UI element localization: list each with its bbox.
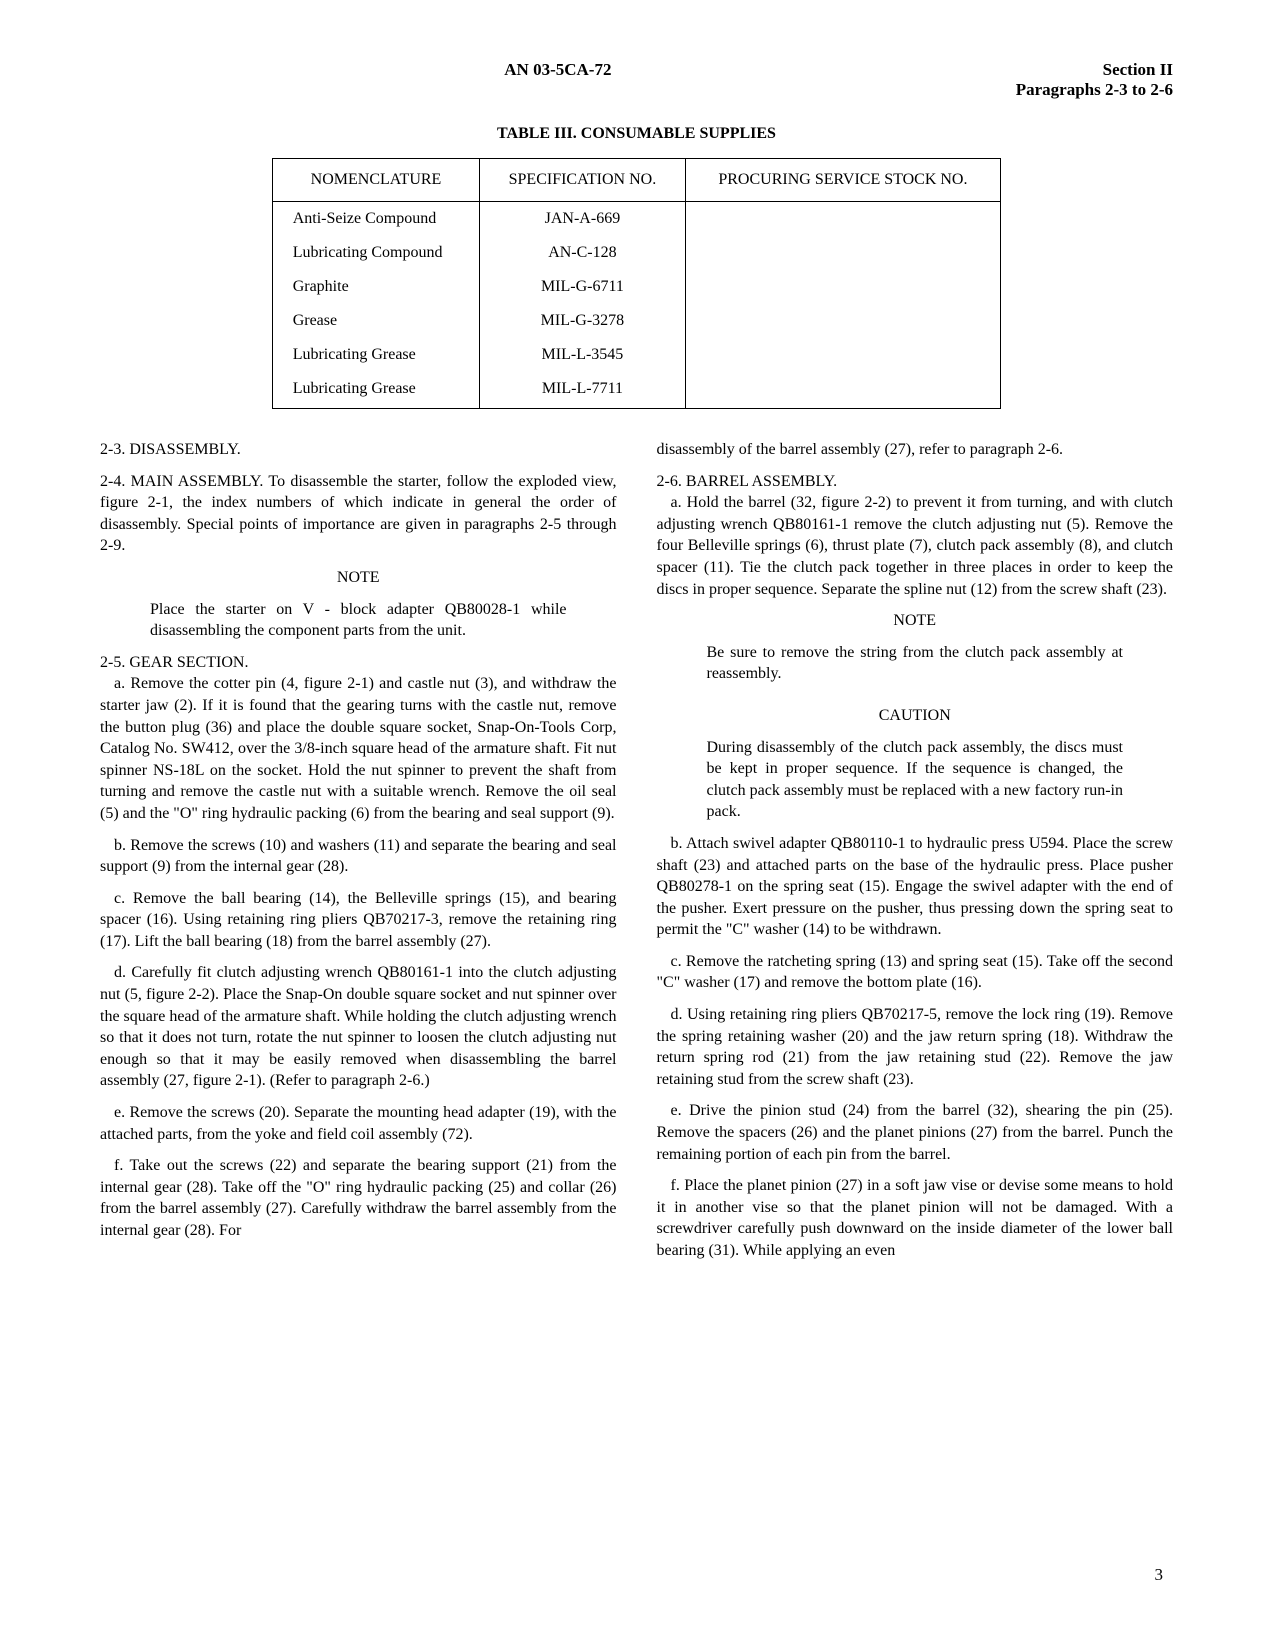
table-cell: MIL-G-6711 (480, 270, 685, 304)
table-cell (685, 270, 1001, 304)
table-cell: JAN-A-669 (480, 202, 685, 237)
para-2-3: 2-3. DISASSEMBLY. (100, 439, 617, 461)
para-2-6-c: c. Remove the ratcheting spring (13) and… (657, 951, 1174, 994)
page-header: AN 03-5CA-72 Section II Paragraphs 2-3 t… (100, 60, 1173, 100)
table-row: GraphiteMIL-G-6711 (272, 270, 1001, 304)
table-cell: Anti-Seize Compound (272, 202, 480, 237)
left-column: 2-3. DISASSEMBLY. 2-4. MAIN ASSEMBLY. To… (100, 439, 617, 1272)
note-text: Place the starter on V - block adapter Q… (100, 599, 617, 652)
table-cell: AN-C-128 (480, 236, 685, 270)
para-2-6-title: 2-6. BARREL ASSEMBLY. (657, 471, 1174, 493)
content-area: 2-3. DISASSEMBLY. 2-4. MAIN ASSEMBLY. To… (100, 439, 1173, 1272)
table-cell: Lubricating Grease (272, 372, 480, 409)
table-header-row: NOMENCLATURE SPECIFICATION NO. PROCURING… (272, 159, 1001, 202)
header-right: Section II Paragraphs 2-3 to 2-6 (1016, 60, 1173, 100)
consumable-supplies-table: NOMENCLATURE SPECIFICATION NO. PROCURING… (272, 158, 1002, 409)
table-cell: Graphite (272, 270, 480, 304)
table-cell (685, 236, 1001, 270)
table-cell: MIL-G-3278 (480, 304, 685, 338)
table-cell: Lubricating Grease (272, 338, 480, 372)
header-center: AN 03-5CA-72 (504, 60, 611, 100)
note-text-2: Be sure to remove the string from the cl… (657, 642, 1174, 695)
table-row: Lubricating CompoundAN-C-128 (272, 236, 1001, 270)
caution-text: During disassembly of the clutch pack as… (657, 737, 1174, 833)
table-row: Lubricating GreaseMIL-L-7711 (272, 372, 1001, 409)
para-2-6-d: d. Using retaining ring pliers QB70217-5… (657, 1004, 1174, 1090)
table-cell: MIL-L-7711 (480, 372, 685, 409)
para-2-5-c: c. Remove the ball bearing (14), the Bel… (100, 888, 617, 953)
para-2-5-f: f. Take out the screws (22) and separate… (100, 1155, 617, 1241)
th-nomenclature: NOMENCLATURE (272, 159, 480, 202)
para-2-5-b: b. Remove the screws (10) and washers (1… (100, 835, 617, 878)
para-2-5-title: 2-5. GEAR SECTION. (100, 652, 617, 674)
table-cell (685, 372, 1001, 409)
th-spec-no: SPECIFICATION NO. (480, 159, 685, 202)
caution-title: CAUTION (657, 705, 1174, 727)
table-cell (685, 304, 1001, 338)
th-stock-no: PROCURING SERVICE STOCK NO. (685, 159, 1001, 202)
table-row: GreaseMIL-G-3278 (272, 304, 1001, 338)
para-continuation: disassembly of the barrel assembly (27),… (657, 439, 1174, 461)
page-number: 3 (1155, 1565, 1164, 1585)
table-cell (685, 202, 1001, 237)
para-2-6-a: a. Hold the barrel (32, figure 2-2) to p… (657, 492, 1174, 600)
note-title-2: NOTE (657, 610, 1174, 632)
para-2-4: 2-4. MAIN ASSEMBLY. To disassemble the s… (100, 471, 617, 557)
table-title: TABLE III. CONSUMABLE SUPPLIES (100, 125, 1173, 143)
para-2-6-e: e. Drive the pinion stud (24) from the b… (657, 1100, 1174, 1165)
section-label: Section II (1016, 60, 1173, 80)
para-2-5-d: d. Carefully fit clutch adjusting wrench… (100, 962, 617, 1092)
table-row: Anti-Seize CompoundJAN-A-669 (272, 202, 1001, 237)
para-2-6-b: b. Attach swivel adapter QB80110-1 to hy… (657, 833, 1174, 941)
note-title: NOTE (100, 567, 617, 589)
paragraphs-label: Paragraphs 2-3 to 2-6 (1016, 80, 1173, 100)
table-cell (685, 338, 1001, 372)
table-cell: MIL-L-3545 (480, 338, 685, 372)
para-2-5-e: e. Remove the screws (20). Separate the … (100, 1102, 617, 1145)
table-cell: Grease (272, 304, 480, 338)
right-column: disassembly of the barrel assembly (27),… (657, 439, 1174, 1272)
para-2-5-a: a. Remove the cotter pin (4, figure 2-1)… (100, 673, 617, 824)
para-2-6-f: f. Place the planet pinion (27) in a sof… (657, 1175, 1174, 1261)
table-cell: Lubricating Compound (272, 236, 480, 270)
table-row: Lubricating GreaseMIL-L-3545 (272, 338, 1001, 372)
